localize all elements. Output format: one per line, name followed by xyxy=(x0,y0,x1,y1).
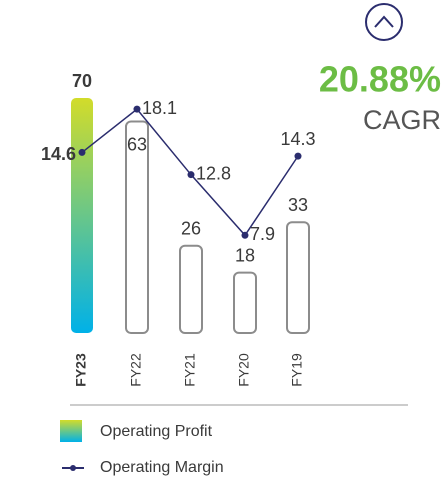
bar-value-label: 18 xyxy=(235,245,255,265)
bar xyxy=(233,271,257,335)
bar xyxy=(125,120,149,334)
bar-value-label: 70 xyxy=(72,71,92,91)
bar-value-label: 33 xyxy=(288,195,308,215)
bar xyxy=(179,244,203,334)
line-value-label: 7.9 xyxy=(250,224,275,244)
cagr-label: CAGR xyxy=(363,105,441,135)
line-value-label: 18.1 xyxy=(142,98,177,118)
scroll-up-button[interactable] xyxy=(365,3,403,41)
legend-label: Operating Margin xyxy=(100,459,224,476)
bar xyxy=(71,98,93,333)
line-value-label: 14.6 xyxy=(41,144,76,164)
margin-point xyxy=(294,152,302,160)
chevron-icon xyxy=(374,15,394,28)
cagr-value: 20.88% xyxy=(319,59,441,100)
legend-swatch xyxy=(60,420,82,442)
x-tick-label: FY21 xyxy=(182,353,198,387)
x-tick-label: FY19 xyxy=(289,353,305,387)
margin-point xyxy=(133,105,141,113)
line-value-label: 14.3 xyxy=(280,129,315,149)
bar xyxy=(286,221,310,334)
margin-point xyxy=(241,231,249,239)
line-value-label: 12.8 xyxy=(196,163,231,183)
margin-point xyxy=(187,171,195,179)
legend-marker xyxy=(70,465,76,471)
bar-value-label: 26 xyxy=(181,218,201,238)
margin-point xyxy=(78,148,86,156)
x-tick-label: FY20 xyxy=(236,353,252,387)
legend-label: Operating Profit xyxy=(100,423,213,440)
x-tick-label: FY23 xyxy=(73,353,89,387)
x-tick-label: FY22 xyxy=(128,353,144,387)
bar-value-label: 63 xyxy=(127,134,147,154)
